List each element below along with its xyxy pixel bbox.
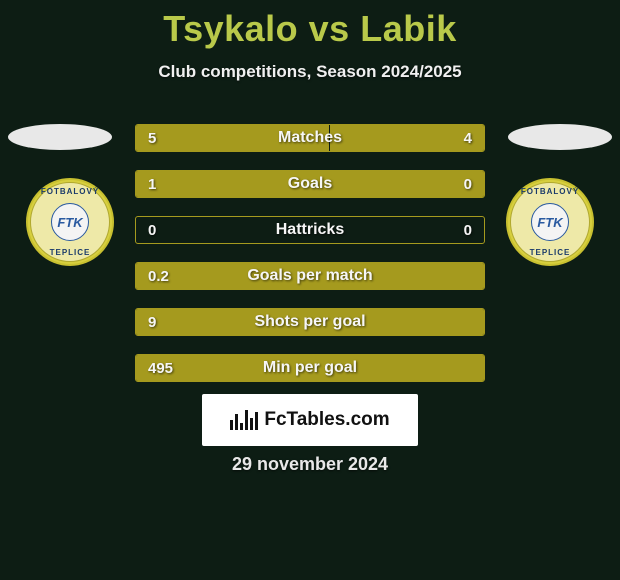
stat-row: 5 Matches 4 [135, 124, 485, 152]
club-badge-left-top-text: FOTBALOVÝ [31, 187, 109, 196]
stat-label: Shots per goal [136, 309, 484, 335]
stat-row: 9 Shots per goal [135, 308, 485, 336]
stat-label: Min per goal [136, 355, 484, 381]
club-badge-left-core: FTK [51, 203, 89, 241]
club-badge-right-top-text: FOTBALOVÝ [511, 187, 589, 196]
stat-label: Hattricks [136, 217, 484, 243]
club-badge-right: FOTBALOVÝ FTK TEPLICE [506, 178, 594, 266]
stat-label: Goals per match [136, 263, 484, 289]
page-title: Tsykalo vs Labik [0, 0, 620, 50]
club-badge-left: FOTBALOVÝ FTK TEPLICE [26, 178, 114, 266]
stat-value-right: 0 [464, 217, 472, 243]
page-subtitle: Club competitions, Season 2024/2025 [0, 62, 620, 82]
date-label: 29 november 2024 [0, 454, 620, 475]
stat-row: 495 Min per goal [135, 354, 485, 382]
stat-value-right: 4 [464, 125, 472, 151]
stat-label: Goals [136, 171, 484, 197]
club-badge-left-inner: FOTBALOVÝ FTK TEPLICE [30, 182, 110, 262]
site-logo: FcTables.com [202, 394, 418, 446]
stats-container: 5 Matches 4 1 Goals 0 0 Hattricks 0 0.2 … [135, 124, 485, 400]
club-badge-right-inner: FOTBALOVÝ FTK TEPLICE [510, 182, 590, 262]
player-left-avatar [8, 124, 112, 150]
stat-row: 0 Hattricks 0 [135, 216, 485, 244]
site-logo-text: FcTables.com [264, 409, 389, 431]
player-right-avatar [508, 124, 612, 150]
stat-label: Matches [136, 125, 484, 151]
club-badge-left-bottom-text: TEPLICE [31, 248, 109, 257]
stat-row: 0.2 Goals per match [135, 262, 485, 290]
club-badge-right-core: FTK [531, 203, 569, 241]
chart-icon [230, 410, 258, 430]
stat-row: 1 Goals 0 [135, 170, 485, 198]
club-badge-right-bottom-text: TEPLICE [511, 248, 589, 257]
stat-value-right: 0 [464, 171, 472, 197]
